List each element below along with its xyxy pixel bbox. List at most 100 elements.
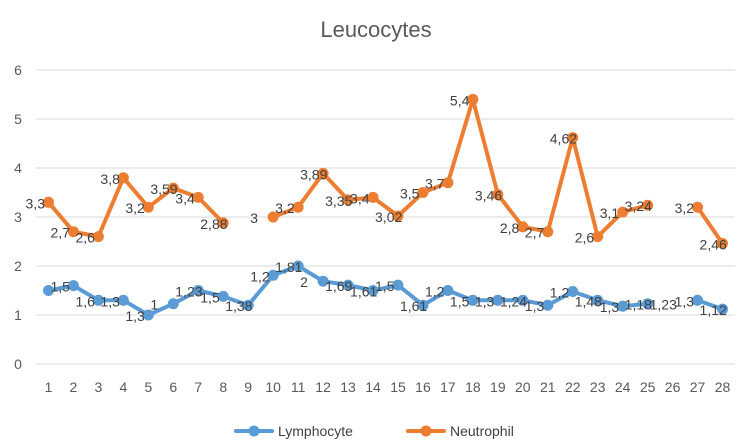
y-tick-label: 3 xyxy=(14,209,22,225)
lymphocyte-data-label: 1,3 xyxy=(125,308,145,324)
neutrophil-series-line xyxy=(695,205,725,246)
lymphocyte-data-label: 1,5 xyxy=(50,279,70,295)
x-tick-label: 14 xyxy=(365,379,381,395)
lymphocyte-point xyxy=(167,298,179,310)
neutrophil-point xyxy=(292,201,304,213)
lymphocyte-data-label: 1,3 xyxy=(675,293,695,309)
neutrophil-data-label: 5,4 xyxy=(450,92,470,108)
neutrophil-data-label: 3,89 xyxy=(300,166,327,182)
legend: Lymphocyte Neutrophil xyxy=(234,423,514,439)
neutrophil-point xyxy=(192,191,204,203)
neutrophil-point xyxy=(617,206,629,218)
legend-label: Lymphocyte xyxy=(278,423,353,439)
neutrophil-data-label: 4,62 xyxy=(550,131,577,147)
x-tick-label: 5 xyxy=(144,379,152,395)
x-tick-label: 3 xyxy=(95,379,103,395)
lymphocyte-data-label: 2 xyxy=(300,274,308,290)
x-tick-label: 9 xyxy=(244,379,252,395)
neutrophil-data-label: 3,02 xyxy=(375,209,402,225)
lymphocyte-point xyxy=(92,294,104,306)
neutrophil-point xyxy=(692,201,704,213)
x-tick-label: 2 xyxy=(70,379,78,395)
x-tick-label: 25 xyxy=(640,379,656,395)
neutrophil-data-label: 3,5 xyxy=(400,186,420,202)
neutrophil-point xyxy=(92,231,104,243)
lymphocyte-point xyxy=(567,285,579,297)
x-tick-label: 21 xyxy=(540,379,556,395)
x-tick-label: 24 xyxy=(615,379,631,395)
neutrophil-data-label: 2,7 xyxy=(525,225,545,241)
lymphocyte-point xyxy=(392,279,404,291)
lymphocyte-point xyxy=(517,294,529,306)
lymphocyte-data-label: 1,69 xyxy=(325,278,352,294)
lymphocyte-data-label: 1,23 xyxy=(650,297,677,313)
lymphocyte-data-label: 1,2 xyxy=(550,284,570,300)
x-tick-label: 10 xyxy=(265,379,281,395)
legend-item-neutrophil: Neutrophil xyxy=(406,423,514,439)
lymphocyte-data-label: 1,61 xyxy=(400,298,427,314)
y-tick-label: 2 xyxy=(14,258,22,274)
neutrophil-point xyxy=(217,217,229,229)
lymphocyte-point xyxy=(267,269,279,281)
legend-label: Neutrophil xyxy=(450,423,514,439)
series-layer xyxy=(42,93,729,321)
legend-marker xyxy=(420,425,432,437)
x-tick-label: 23 xyxy=(590,379,606,395)
lymphocyte-point xyxy=(717,303,729,315)
neutrophil-data-label: 2,6 xyxy=(575,230,595,246)
x-tick-label: 20 xyxy=(515,379,531,395)
y-axis-ticks: 0 1 2 3 4 5 6 xyxy=(14,62,22,372)
y-tick-label: 6 xyxy=(14,62,22,78)
lymphocyte-data-label: 1,3 xyxy=(600,299,620,315)
neutrophil-data-label: 2,46 xyxy=(700,236,727,252)
lymphocyte-point xyxy=(692,294,704,306)
neutrophil-point xyxy=(317,167,329,179)
neutrophil-data-label: 3,2 xyxy=(275,200,295,216)
lymphocyte-data-label: 1,5 xyxy=(450,293,470,309)
neutrophil-data-label: 2,6 xyxy=(75,230,95,246)
lymphocyte-point xyxy=(67,280,79,292)
neutrophil-point xyxy=(367,191,379,203)
neutrophil-point xyxy=(442,177,454,189)
x-tick-label: 28 xyxy=(715,379,731,395)
x-tick-label: 22 xyxy=(565,379,581,395)
lymphocyte-point xyxy=(142,309,154,321)
x-tick-label: 11 xyxy=(291,379,306,395)
lymphocyte-data-label: 1,18 xyxy=(625,297,652,313)
lymphocyte-data-label: 1,12 xyxy=(700,302,727,318)
neutrophil-point xyxy=(267,211,279,223)
neutrophil-point xyxy=(517,221,529,233)
y-tick-label: 4 xyxy=(14,160,22,176)
lymphocyte-point xyxy=(617,300,629,312)
neutrophil-point xyxy=(492,188,504,200)
neutrophil-point xyxy=(342,194,354,206)
neutrophil-point xyxy=(567,132,579,144)
lymphocyte-data-label: 1,3 xyxy=(100,293,120,309)
chart-title: Leucocytes xyxy=(320,17,431,42)
legend-marker xyxy=(248,425,260,437)
neutrophil-data-label: 2,8 xyxy=(500,220,520,236)
lymphocyte-data-label: 1,5 xyxy=(375,278,395,294)
neutrophil-point xyxy=(717,237,729,249)
lymphocyte-point xyxy=(367,285,379,296)
x-tick-label: 18 xyxy=(465,379,481,395)
lymphocyte-data-label: 1,5 xyxy=(200,289,220,305)
neutrophil-data-label: 3,4 xyxy=(175,190,195,206)
neutrophil-data-label: 3,8 xyxy=(100,171,120,187)
x-tick-label: 26 xyxy=(665,379,681,395)
lymphocyte-data-label: 1,2 xyxy=(425,284,445,300)
neutrophil-data-label: 3,46 xyxy=(475,187,502,203)
x-tick-label: 8 xyxy=(219,379,227,395)
x-tick-label: 19 xyxy=(490,379,506,395)
neutrophil-data-label: 3,59 xyxy=(150,181,177,197)
lymphocyte-data-label: 1,23 xyxy=(175,284,202,300)
neutrophil-data-label: 3,3 xyxy=(26,195,46,211)
x-tick-label: 27 xyxy=(690,379,706,395)
neutrophil-point xyxy=(42,196,54,208)
x-tick-label: 6 xyxy=(169,379,177,395)
lymphocyte-point xyxy=(492,294,504,306)
neutrophil-data-label: 3,7 xyxy=(425,176,445,192)
x-tick-label: 17 xyxy=(440,379,456,395)
lymphocyte-data-label: 1,3 xyxy=(475,293,495,309)
